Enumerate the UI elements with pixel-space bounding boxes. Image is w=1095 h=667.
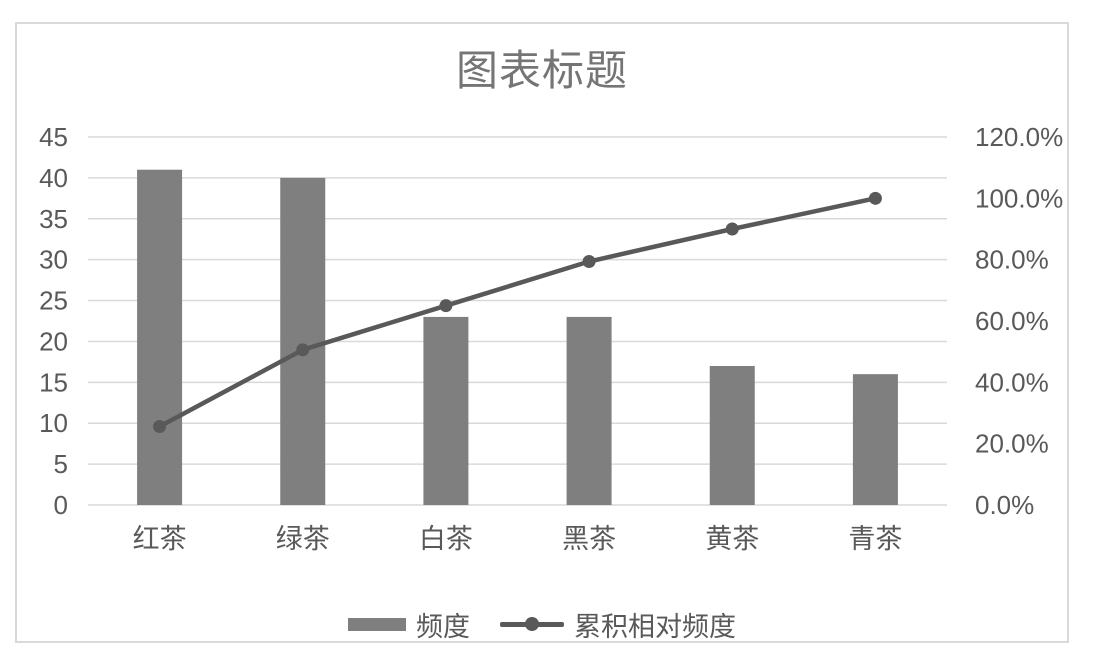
left-axis-tick-label: 5 (54, 449, 68, 479)
line-marker-白茶 (439, 299, 453, 313)
bar-红茶 (137, 169, 183, 505)
right-axis-tick-label: 20.0% (975, 429, 1049, 459)
right-axis-tick-label: 40.0% (975, 367, 1049, 397)
bar-绿茶 (280, 177, 326, 505)
line-marker-红茶 (153, 419, 167, 433)
category-label-黑茶: 黑茶 (562, 524, 616, 554)
cumulative-line (157, 196, 878, 429)
left-axis-tick-label: 0 (54, 490, 68, 520)
bar-黑茶 (566, 316, 612, 505)
line-dot-swatch-icon (500, 617, 564, 631)
legend-item-frequency: 频度 (348, 605, 470, 644)
legend-item-cumulative: 累积相对频度 (500, 605, 736, 644)
line-marker-黑茶 (582, 255, 596, 269)
left-axis-tick-label: 10 (39, 408, 68, 438)
legend: 频度 累积相对频度 (17, 602, 1067, 646)
legend-label-cumulative: 累积相对频度 (574, 611, 736, 642)
category-label-黄茶: 黄茶 (705, 524, 759, 554)
left-axis-tick-label: 45 (39, 122, 68, 152)
legend-label-frequency: 频度 (416, 611, 470, 642)
plot-area: 0 5 10 15 20 25 30 35 40 45 0.0% 20.0% 40.0% 60.0% 80.… (39, 122, 1063, 554)
category-label-白茶: 白茶 (419, 524, 473, 554)
left-axis-tick-label: 30 (39, 245, 68, 275)
right-axis-tick-label: 80.0% (975, 245, 1049, 275)
line-marker-青茶 (868, 191, 882, 205)
left-axis-tick-label: 20 (39, 326, 68, 356)
right-axis-tick-label: 0.0% (975, 490, 1034, 520)
left-axis-tick-label: 35 (39, 204, 68, 234)
line-marker-黄茶 (725, 222, 739, 236)
right-axis-tick-label: 100.0% (975, 183, 1063, 213)
left-axis-tick-label: 15 (39, 367, 68, 397)
right-axis-tick-label: 120.0% (975, 122, 1063, 152)
left-axis-tick-label: 40 (39, 163, 68, 193)
category-label-青茶: 青茶 (848, 524, 902, 554)
right-axis-tick-label: 60.0% (975, 306, 1049, 336)
bar-swatch-icon (348, 617, 406, 631)
bar-青茶 (852, 374, 898, 505)
line-marker-绿茶 (296, 343, 310, 357)
bar-黄茶 (709, 365, 755, 505)
category-label-红茶: 红茶 (133, 524, 187, 554)
chart-title: 图表标题 (455, 49, 628, 95)
chart-frame: 图表标题 0 5 10 15 20 25 30 35 40 45 0.0% 20.0% 40.0% 60.… (15, 22, 1069, 643)
bar-白茶 (423, 316, 469, 505)
left-axis-tick-label: 25 (39, 286, 68, 316)
category-label-绿茶: 绿茶 (276, 524, 330, 554)
